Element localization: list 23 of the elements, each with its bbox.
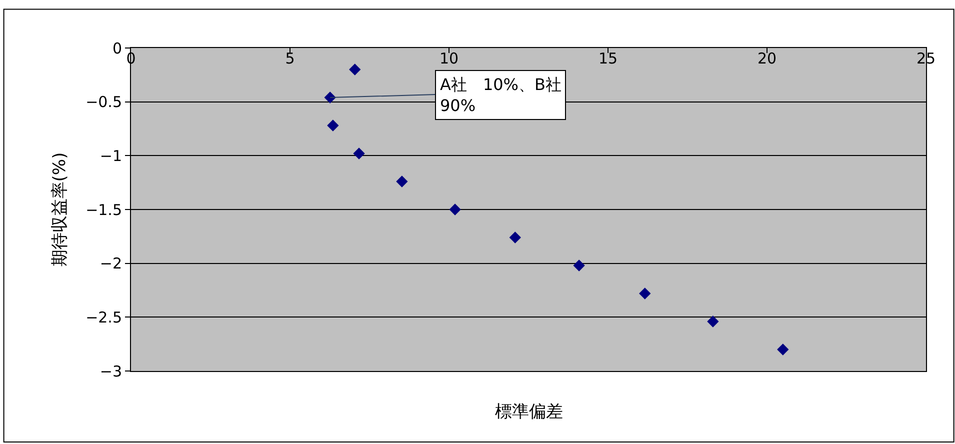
y-tick-label: −1.5 [86,200,122,219]
y-tick-label: −2.5 [86,308,122,326]
point [449,204,461,216]
point [573,260,585,272]
y-tick-label: −2 [100,254,122,273]
point [707,316,719,328]
y-tick-label: −3 [100,362,122,380]
x-axis-title: 標準偏差 [495,402,563,422]
y-tick-label: −0.5 [86,93,122,112]
y-tick-label: −1 [100,146,122,165]
x-tick-label: 10 [439,50,459,68]
point [777,344,789,356]
point [353,148,365,160]
point [509,232,521,244]
x-tick-label: 20 [757,50,777,68]
point [639,288,651,300]
x-tick-label: 15 [598,50,618,68]
point [396,176,408,188]
x-tick-label: 5 [285,50,295,68]
point [349,64,361,76]
y-axis-title: 期待収益率(%) [50,152,70,267]
annotation: A社 10%、B社 90% [440,75,562,115]
point [327,120,339,132]
